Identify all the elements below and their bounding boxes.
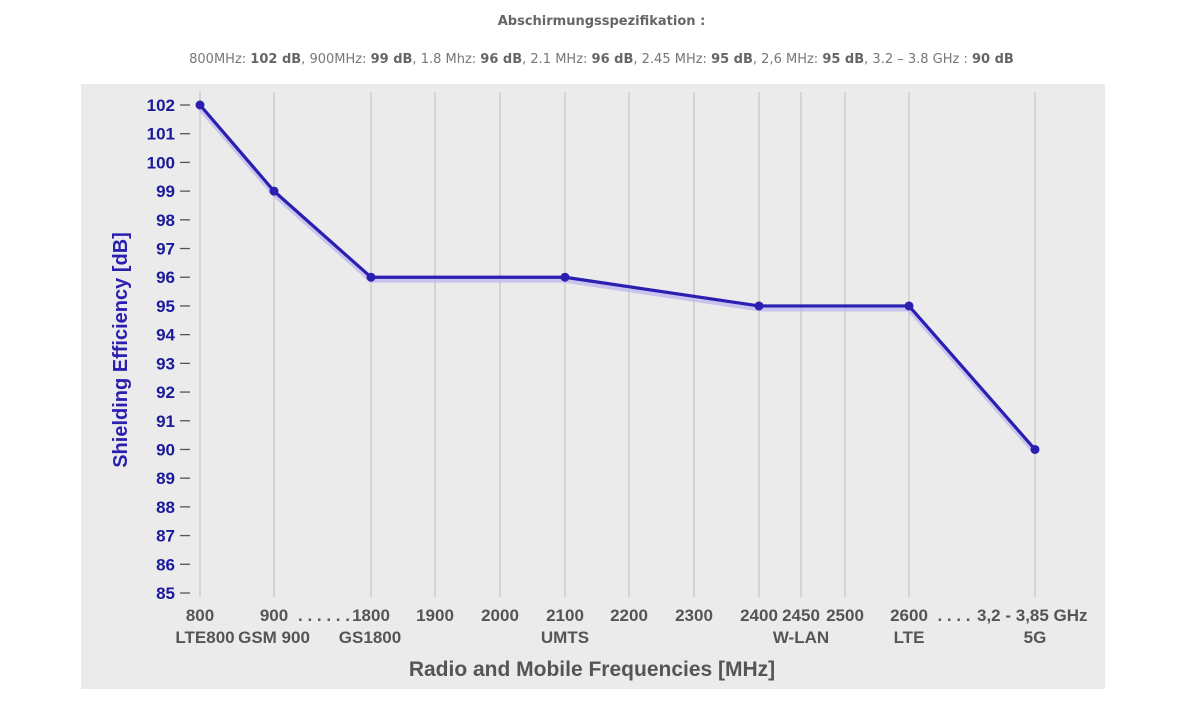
spec-value: 102 dB [250, 52, 302, 67]
y-tick-label: 93 [156, 354, 175, 373]
spec-separator: , [864, 52, 873, 67]
spec-heading: Abschirmungsspezifikation : [497, 14, 706, 29]
y-tick-label: 90 [156, 440, 175, 459]
series-shielding [195, 100, 1040, 455]
spec-label: 2,6 MHz: [761, 52, 823, 67]
data-point [754, 301, 764, 311]
x-tick-label: 2300 [675, 606, 713, 625]
y-tick-label: 89 [156, 469, 175, 488]
x-tick-label: 900 [260, 606, 288, 625]
spec-value: 90 dB [972, 52, 1014, 67]
y-tick-label: 87 [156, 527, 175, 546]
x-tick-label: 2400 [740, 606, 778, 625]
x-tick-label: 800 [186, 606, 214, 625]
spec-value: 96 dB [480, 52, 523, 67]
data-point [560, 272, 570, 282]
x-tick-label: 2450 [782, 606, 820, 625]
chart-panel: 85 86 87 88 89 90 91 92 93 94 95 96 97 98 99 100 101 102 … [81, 84, 1105, 689]
x-tick-label: 1900 [416, 606, 454, 625]
spec-value: 96 dB [591, 52, 634, 67]
x-tick-label: 2100 [546, 606, 584, 625]
spec-label: 2.1 MHz: [530, 52, 592, 67]
y-tick-label: 86 [156, 555, 175, 574]
x-tick-sublabel: W-LAN [773, 628, 829, 647]
series-line [198, 103, 1037, 451]
spec-value: 95 dB [711, 52, 753, 67]
x-tick-label: 2500 [826, 606, 864, 625]
y-tick-label: 95 [156, 297, 175, 316]
data-point [195, 100, 205, 110]
x-tick-sublabel: GS1800 [339, 628, 401, 647]
grid-lines [199, 92, 1036, 597]
data-point [904, 301, 914, 311]
x-tick-sublabel: GSM 900 [238, 628, 310, 647]
y-tick-label: 101 [147, 125, 175, 144]
y-tick-label: 88 [156, 498, 175, 517]
x-tick-label: 2600 [890, 606, 928, 625]
spec-label: 800MHz: [189, 52, 251, 67]
x-tick-sublabel: LTE [894, 628, 925, 647]
spec-value: 95 dB [822, 52, 865, 67]
spec-line: 800MHz: 102 dB, 900MHz: 99 dB, 1.8 Mhz: … [0, 52, 1203, 67]
spec-label: 2.45 MHz: [641, 52, 712, 67]
x-gap-dots: . . . . [937, 606, 970, 625]
y-tick-label: 96 [156, 268, 175, 287]
y-tick-label: 92 [156, 383, 175, 402]
spec-separator: , [522, 52, 531, 67]
x-tick-sublabel: 5G [1024, 628, 1047, 647]
spec-separator: , [301, 52, 310, 67]
y-tick-label: 100 [147, 153, 175, 172]
spec-separator: , [412, 52, 421, 67]
shielding-chart: 858687888990919293949596979899100101102 … [110, 92, 1088, 681]
y-tick-label: 94 [156, 326, 175, 345]
spec-label: 900MHz: [309, 52, 371, 67]
x-axis: 800 LTE800 900 GSM 900 1800 GS1800 1900 2000 210… [175, 606, 1087, 647]
data-point [269, 186, 279, 196]
spec-separator: , [752, 52, 762, 67]
spec-label: 1.8 Mhz: [420, 52, 481, 67]
y-axis: 85 86 87 88 89 90 91 92 93 94 95 96 97 98 99 100 101 102 [147, 96, 190, 603]
y-tick-label: 97 [156, 240, 175, 259]
data-point [366, 272, 376, 282]
x-gap-dots: . . . . . . [298, 606, 350, 625]
data-point [1030, 444, 1040, 454]
y-tick-label: 91 [156, 412, 175, 431]
y-tick-label: 85 [156, 584, 175, 603]
series-shadow [198, 106, 1037, 455]
spec-label: 3.2 – 3.8 GHz : [872, 52, 972, 67]
y-tick-label: 98 [156, 211, 175, 230]
x-tick-label: 2000 [481, 606, 519, 625]
spec-separator: , [633, 52, 642, 67]
x-tick-label: 3,2 - 3,85 GHz [977, 606, 1088, 625]
x-tick-sublabel: UMTS [541, 628, 589, 647]
spec-value: 99 dB [370, 52, 413, 67]
x-tick-label: 2200 [610, 606, 648, 625]
y-axis-label: Shielding Efficiency [dB] [110, 232, 132, 468]
y-tick-label: 102 [147, 96, 175, 115]
x-tick-sublabel: LTE800 [175, 628, 234, 647]
x-tick-label: 1800 [352, 606, 390, 625]
x-axis-label: Radio and Mobile Frequencies [MHz] [409, 658, 775, 681]
y-tick-label: 99 [156, 182, 175, 201]
